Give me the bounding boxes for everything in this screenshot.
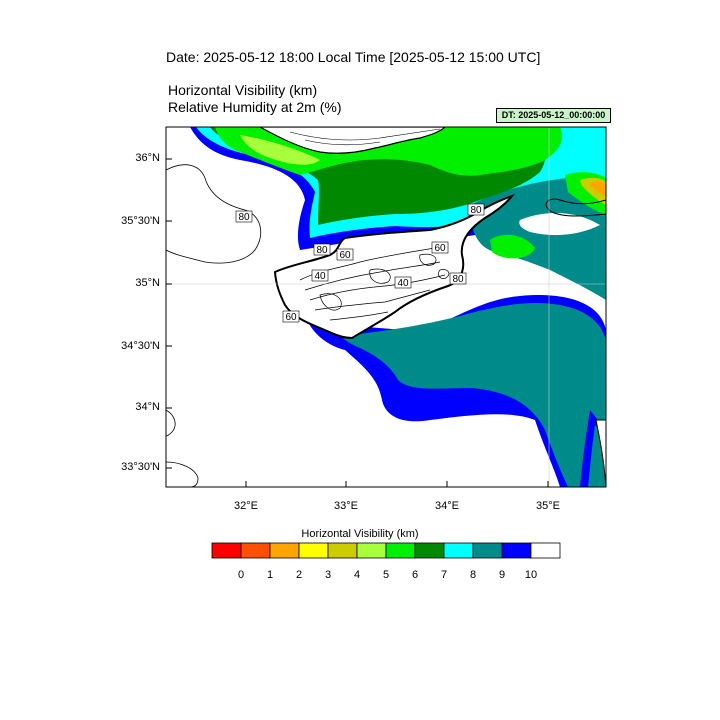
- contour-label-text: 60: [285, 312, 297, 323]
- dt-badge: DT: 2025-05-12_00:00:00: [496, 108, 611, 123]
- visibility-band-east-patch-green: [490, 234, 535, 259]
- colorbar-label: 7: [440, 569, 448, 581]
- turkey-contours: [289, 128, 441, 146]
- cyprus-island: [273, 194, 515, 340]
- lat-label: 35°30'N: [121, 215, 160, 227]
- colorbar-swatch: [327, 542, 358, 559]
- colorbar-label: 2: [295, 569, 303, 581]
- rh-sea-contours: [166, 164, 262, 487]
- lat-label: 34°N: [135, 401, 160, 413]
- lat-label: 36°N: [135, 152, 160, 164]
- colorbar-label: 6: [411, 569, 419, 581]
- colorbar-title: Horizontal Visibility (km): [301, 528, 419, 540]
- contour-label: 60: [440, 214, 456, 226]
- contour-label-text: 40: [314, 271, 326, 282]
- contour-label: 40: [311, 269, 329, 282]
- visibility-band-east-white: [519, 213, 600, 236]
- lat-label: 34°30'N: [121, 340, 160, 352]
- colorbar-swatch: [443, 542, 474, 559]
- contour-label: 60: [336, 248, 354, 261]
- lat-label: 35°N: [135, 277, 160, 289]
- lon-label: 32°E: [234, 500, 258, 512]
- east-coast-line: [545, 198, 606, 217]
- contour-label: 60: [431, 241, 449, 254]
- colorbar-swatch: [530, 542, 561, 559]
- visibility-band-north-teal: [470, 177, 606, 300]
- contour-label: 40: [394, 276, 412, 289]
- colorbar-swatch: [356, 542, 387, 559]
- contour-value-labels: 80 80 60 40 40 60 80 60 80 60: [235, 203, 485, 323]
- contour-label-text: 80: [470, 205, 482, 216]
- contour-label-text: 80: [452, 274, 464, 285]
- contour-label-text: 80: [238, 212, 250, 223]
- field-title-humidity: Relative Humidity at 2m (%): [168, 99, 342, 115]
- colorbar-label: 8: [469, 569, 477, 581]
- lon-label: 35°E: [536, 500, 560, 512]
- plot-frame: [165, 126, 607, 488]
- plot-title: Date: 2025-05-12 18:00 Local Time [2025-…: [166, 49, 541, 65]
- visibility-band-8-9: [340, 303, 606, 487]
- colorbar-swatch: [211, 542, 242, 559]
- lon-label: 34°E: [435, 500, 459, 512]
- contour-label-text: 60: [339, 250, 351, 261]
- lat-label: 33°30'N: [121, 461, 160, 473]
- visibility-band-east-orange: [590, 181, 606, 197]
- contour-label-text: 60: [434, 243, 446, 254]
- colorbar: [211, 542, 561, 559]
- colorbar-label: 1: [266, 569, 274, 581]
- colorbar-label: 10: [524, 569, 538, 581]
- rh-contours: [299, 247, 450, 321]
- contour-label: 80: [235, 210, 253, 223]
- contour-label: 80: [449, 272, 467, 285]
- contour-label: 80: [313, 243, 331, 256]
- contour-label-text: 40: [397, 278, 409, 289]
- graticule: [166, 127, 606, 487]
- contour-label-text: 80: [316, 245, 328, 256]
- visibility-band-north-lime: [240, 135, 320, 165]
- colorbar-label: 3: [324, 569, 332, 581]
- colorbar-swatch: [472, 542, 503, 559]
- axis-ticks: [166, 158, 549, 487]
- colorbar-swatch: [414, 542, 445, 559]
- colorbar-swatch: [385, 542, 416, 559]
- colorbar-label: 0: [237, 569, 245, 581]
- visibility-band-south-white: [455, 280, 505, 299]
- colorbar-label: 4: [353, 569, 361, 581]
- lon-label: 33°E: [334, 500, 358, 512]
- colorbar-label: 5: [382, 569, 390, 581]
- field-title-visibility: Horizontal Visibility (km): [168, 82, 318, 98]
- colorbar-swatch: [240, 542, 271, 559]
- colorbar-swatch: [501, 542, 532, 559]
- contour-label: 60: [282, 310, 300, 323]
- contour-label: 80: [467, 203, 485, 216]
- colorbar-swatch: [269, 542, 300, 559]
- colorbar-swatch: [298, 542, 329, 559]
- colorbar-label: 9: [498, 569, 506, 581]
